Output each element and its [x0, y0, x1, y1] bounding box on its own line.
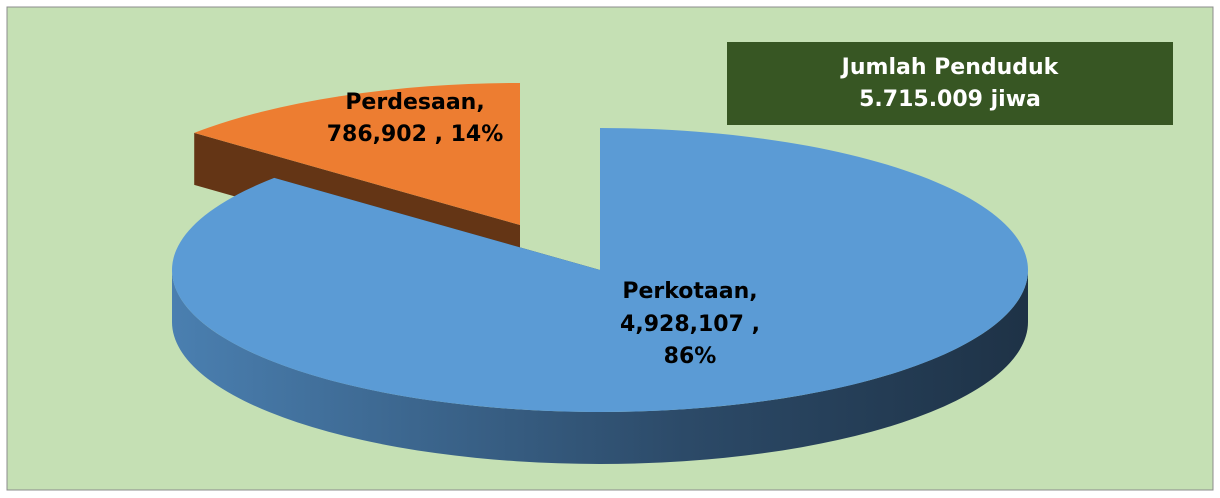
slice-side	[172, 270, 1028, 464]
data-label: 786,902 , 14%	[327, 122, 504, 147]
data-label: Perkotaan,	[622, 279, 757, 304]
data-label: 4,928,107 ,	[620, 312, 760, 337]
slice	[172, 128, 1028, 412]
pie	[172, 82, 1028, 464]
slice	[194, 82, 520, 225]
data-label: 86%	[664, 344, 717, 369]
annotation: 5.715.009 jiwa	[859, 87, 1041, 112]
annotation-box	[727, 42, 1173, 125]
annotation: Jumlah Penduduk	[840, 55, 1060, 80]
data-label: Perdesaan,	[345, 90, 484, 115]
